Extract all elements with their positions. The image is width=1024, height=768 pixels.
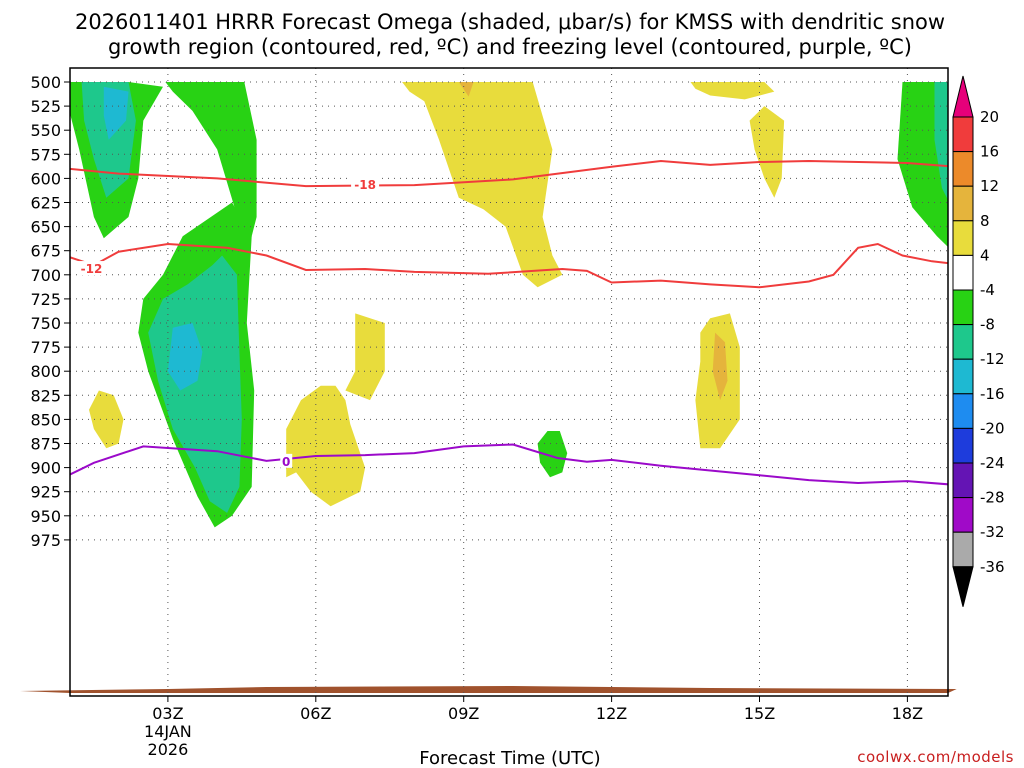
- xtick-year: 2026: [148, 740, 189, 759]
- shade-teal-right-edge: [934, 82, 948, 200]
- terrain-layer: [20, 686, 957, 693]
- colorbar-label-8: 8: [980, 212, 990, 230]
- ytick-label-875: 875: [30, 435, 61, 454]
- colorbar-swatch--32-to--28: [952, 497, 974, 533]
- site-credit: coolwx.com/models: [857, 748, 1014, 766]
- ytick-label-950: 950: [30, 507, 61, 526]
- xtick-date: 14JAN: [144, 722, 192, 741]
- colorbar-label-20: 20: [980, 108, 999, 126]
- plot-frame: [69, 67, 949, 697]
- ytick-label-550: 550: [30, 121, 61, 140]
- freezing-level-line-label-bg: [280, 453, 293, 468]
- xtick-label-06Z: 06Z: [300, 704, 331, 723]
- shade-orange-right-mid: [712, 332, 728, 401]
- colorbar-swatch--12-to--8: [952, 324, 974, 360]
- shade-teal-mid-band: [148, 255, 242, 513]
- shade-green-upper-band: [165, 82, 257, 256]
- minus-12-line-label: -12: [81, 262, 103, 276]
- ytick-label-975: 975: [30, 531, 61, 550]
- colorbar-label-4: 4: [980, 246, 990, 264]
- shade-cyan-mid-band: [167, 323, 203, 391]
- shade-yellow-low-mid-b: [345, 313, 385, 401]
- xtick-label-18Z: 18Z: [892, 704, 923, 723]
- ytick-label-525: 525: [30, 97, 61, 116]
- colorbar-swatch-8-to-12: [952, 185, 974, 222]
- shade-yellow-low-mid: [286, 385, 366, 507]
- colorbar-top-arrow: [952, 75, 974, 118]
- colorbar-swatch--36-to--32: [952, 531, 974, 568]
- colorbar-swatch-4-to-8: [952, 220, 974, 256]
- omega-shading-layer: [70, 82, 948, 528]
- xtick-label-09Z: 09Z: [448, 704, 479, 723]
- colorbar-swatch--24-to--20: [952, 427, 974, 464]
- minus-12-line-label-bg: [77, 261, 106, 276]
- ytick-label-900: 900: [30, 459, 61, 478]
- ytick-label-925: 925: [30, 483, 61, 502]
- colorbar-label-12: 12: [980, 177, 999, 195]
- ytick-label-825: 825: [30, 386, 61, 405]
- minus-12-line: [70, 242, 948, 289]
- y-axis: 500 525 550 575 600 625 650 675 700 725 750 775 800 8…: [30, 73, 70, 550]
- colorbar-label--24: -24: [980, 454, 1005, 472]
- colorbar-label--4: -4: [980, 281, 995, 299]
- ytick-label-675: 675: [30, 242, 61, 261]
- colorbar-swatch-16-to-20: [952, 116, 974, 153]
- shade-yellow-late-upper: [402, 82, 563, 288]
- freezing-level-line-label: 0: [282, 455, 290, 469]
- chart-title-line-1: 2026011401 HRRR Forecast Omega (shaded, …: [75, 10, 945, 34]
- colorbar-label--8: -8: [980, 316, 995, 334]
- ytick-label-600: 600: [30, 169, 61, 188]
- x-axis-title: Forecast Time (UTC): [419, 748, 600, 768]
- xtick-label-12Z: 12Z: [596, 704, 627, 723]
- ytick-label-700: 700: [30, 266, 61, 285]
- ytick-label-750: 750: [30, 314, 61, 333]
- grid-layer: [70, 68, 948, 696]
- colorbar-swatch--8-to--4: [952, 289, 974, 326]
- ytick-label-800: 800: [30, 362, 61, 381]
- minus-18-line-label-bg: [351, 177, 380, 192]
- shade-orange-top-spot: [458, 82, 474, 97]
- ytick-label-725: 725: [30, 290, 61, 309]
- colorbar-label--36: -36: [980, 558, 1005, 576]
- colorbar-label--28: -28: [980, 489, 1005, 507]
- shade-cyan-early-upper: [103, 86, 129, 140]
- colorbar-swatch--16-to--12: [952, 358, 974, 395]
- colorbar: 20 16 12 8 4 -4 -8 -12 -16 -20 -24 -28 -32 -36: [952, 75, 1005, 607]
- colorbar-swatch-12-to-16: [952, 151, 974, 187]
- contour-layer: -18 -12 0: [70, 159, 948, 486]
- colorbar-label--20: -20: [980, 419, 1005, 437]
- minus-18-line-label: -18: [354, 178, 376, 192]
- xtick-label-15Z: 15Z: [744, 704, 775, 723]
- shade-yellow-top-right-b: [749, 106, 785, 198]
- ytick-label-850: 850: [30, 410, 61, 429]
- freezing-level-line: [70, 443, 948, 486]
- minus-18-line: [70, 159, 948, 188]
- ytick-label-575: 575: [30, 145, 61, 164]
- ytick-label-625: 625: [30, 194, 61, 213]
- colorbar-label-16: 16: [980, 143, 999, 161]
- xtick-label-03Z: 03Z: [152, 704, 183, 723]
- colorbar-label--16: -16: [980, 385, 1005, 403]
- colorbar-label--12: -12: [980, 350, 1005, 368]
- colorbar-swatch--20-to--16: [952, 393, 974, 429]
- colorbar-swatch--4-to-4: [952, 254, 974, 291]
- terrain-surface: [20, 686, 957, 693]
- ytick-label-650: 650: [30, 218, 61, 237]
- ytick-label-500: 500: [30, 73, 61, 92]
- shade-yellow-top-right-a: [690, 82, 775, 100]
- ytick-label-775: 775: [30, 338, 61, 357]
- colorbar-swatch--28-to--24: [952, 462, 974, 499]
- colorbar-bottom-arrow: [952, 566, 974, 607]
- shade-green-low-small: [537, 431, 568, 478]
- colorbar-label--32: -32: [980, 523, 1005, 541]
- chart-title-line-2: growth region (contoured, red, ºC) and f…: [108, 35, 912, 59]
